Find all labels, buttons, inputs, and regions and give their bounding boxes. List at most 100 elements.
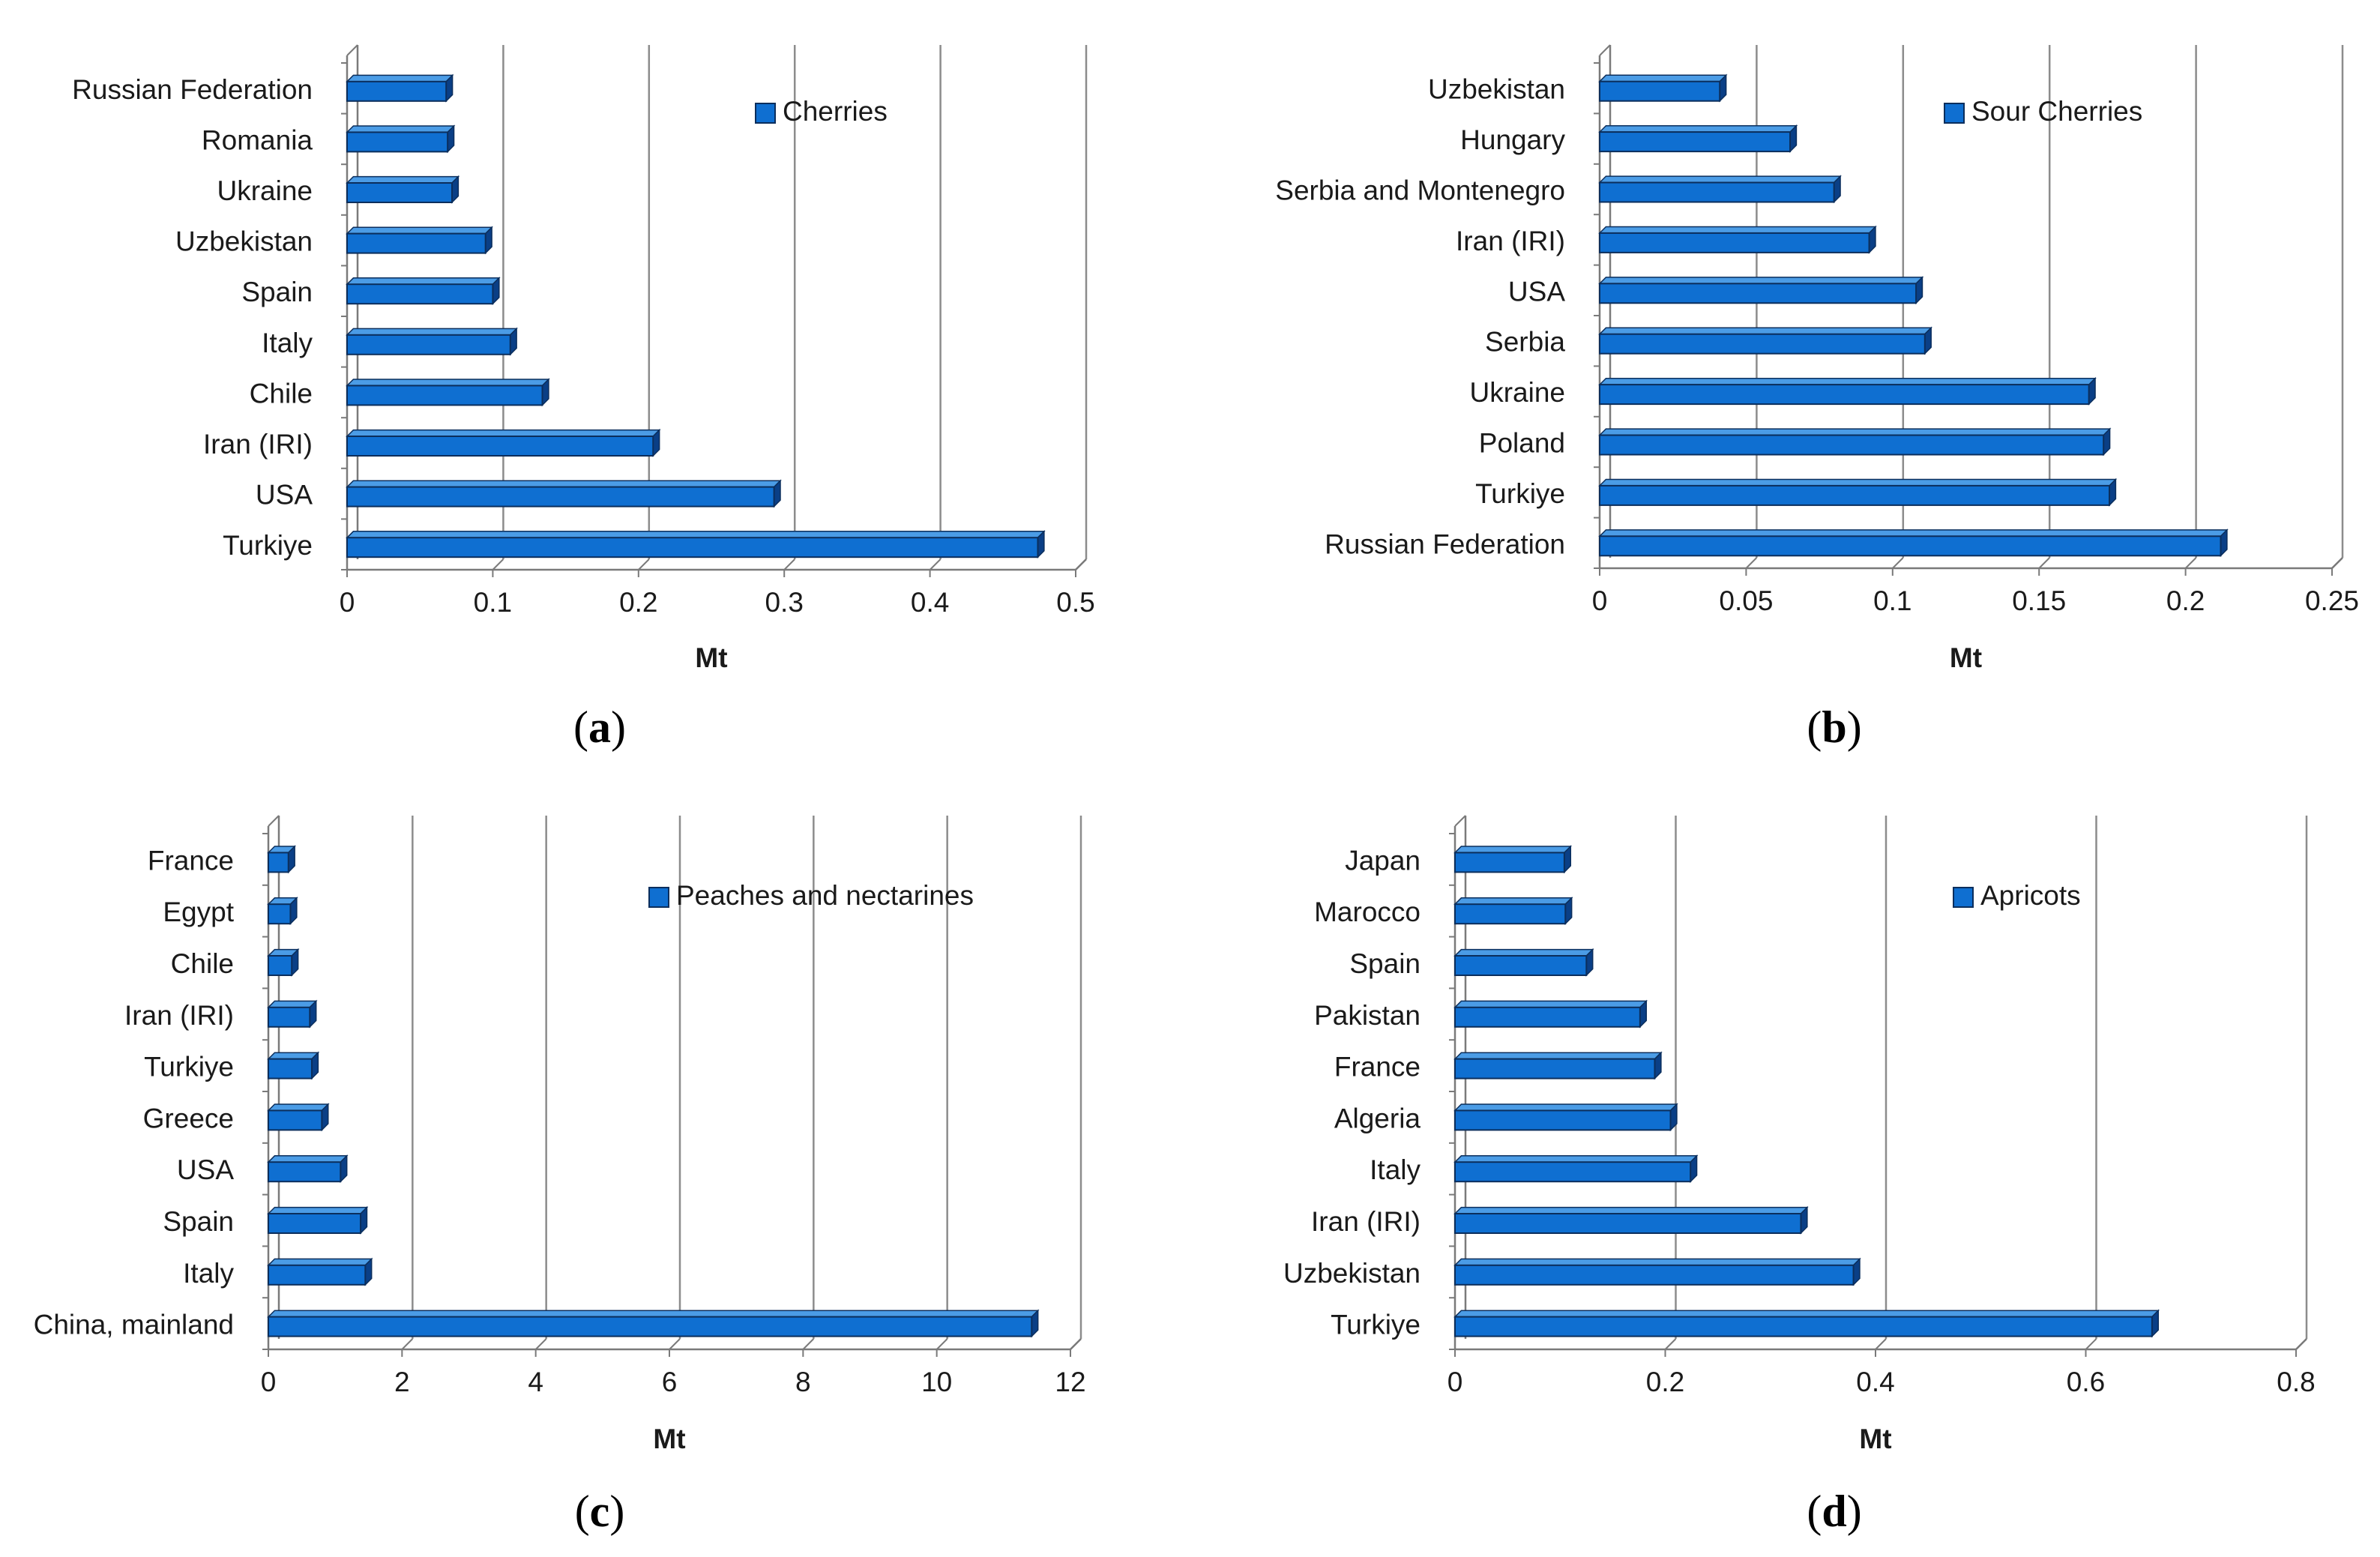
legend-label: Peaches and nectarines: [676, 880, 974, 911]
caption-letter: d: [1822, 1487, 1846, 1536]
x-tick-label: 0.8: [2277, 1367, 2315, 1397]
floor-gridline: [492, 558, 504, 570]
bar: [267, 1257, 373, 1286]
bar-top-face: [1598, 74, 1728, 82]
bar-front-face: [268, 1213, 362, 1234]
bar-top-face: [1453, 897, 1573, 905]
category-label: Hungary: [1460, 124, 1565, 155]
x-tick-label: 12: [1055, 1367, 1085, 1397]
caption-paren-close: ): [1847, 702, 1862, 752]
x-tick-label: 0.05: [1719, 585, 1773, 616]
bar-front-face: [268, 852, 289, 873]
bar: [267, 1051, 320, 1080]
bar: [346, 276, 501, 306]
floor-gridline: [936, 1338, 948, 1350]
bar-top-face: [1598, 226, 1877, 234]
bar-front-face: [346, 131, 449, 153]
x-tick-label: 0: [261, 1367, 277, 1397]
x-tick-label: 0.15: [2012, 585, 2066, 616]
bar-front-face: [1454, 903, 1567, 925]
bar-front-face: [346, 80, 448, 102]
category-label: Italy: [262, 328, 313, 358]
bar: [1598, 225, 1877, 254]
category-label: USA: [1508, 276, 1565, 307]
bar-top-face: [1598, 478, 2118, 487]
bar: [267, 999, 318, 1029]
bar-front-face: [346, 385, 543, 406]
x-tick-label: 2: [394, 1367, 410, 1397]
bar: [1453, 1154, 1699, 1184]
bar-top-face: [267, 1052, 320, 1060]
bar-top-face: [1598, 327, 1932, 335]
bar-top-face: [346, 277, 501, 285]
panel-a: 0 0.1 0.2 0.3 0.4 0.5 Russian Federation Romani…: [72, 44, 1095, 752]
x-axis-end-line: [1075, 558, 1087, 570]
bar-top-face: [1453, 846, 1573, 854]
bar-top-face: [1453, 1103, 1678, 1112]
bar-top-face: [267, 1310, 1040, 1318]
category-label: Uzbekistan: [175, 226, 313, 257]
category-label: Ukraine: [1470, 377, 1566, 408]
bar-top-face: [346, 328, 518, 336]
panel-c: 0 2 4 6 8 10 12 France Egypt Chile Iran (IRI) Turki…: [34, 815, 1086, 1536]
bar: [1598, 175, 1842, 204]
bar: [267, 896, 298, 926]
bar-front-face: [1454, 1161, 1692, 1183]
bar-top-face: [1453, 1206, 1809, 1214]
caption-letter: a: [588, 702, 611, 752]
bar: [1453, 999, 1648, 1029]
category-label: Greece: [143, 1103, 234, 1133]
bar-front-face: [1454, 1213, 1802, 1234]
bar-front-face: [268, 1109, 323, 1131]
bar-top-face: [1453, 948, 1594, 957]
bar: [1598, 528, 2229, 558]
category-label: Ukraine: [217, 175, 313, 206]
caption-paren-open: (: [575, 1487, 590, 1536]
bar: [1598, 73, 1728, 103]
caption-paren-close: ): [609, 1487, 624, 1536]
category-label: Uzbekistan: [1283, 1258, 1421, 1289]
x-tick-label: 0: [340, 587, 355, 618]
bar: [1453, 1205, 1809, 1235]
category-label: Pakistan: [1314, 1000, 1421, 1031]
floor-gridline: [534, 1338, 547, 1350]
category-label: Romania: [202, 124, 313, 155]
bar-front-face: [1454, 852, 1565, 873]
bar-top-face: [267, 1258, 373, 1266]
bar-front-face: [1599, 434, 2105, 456]
legend: Sour Cherries: [1944, 96, 2142, 127]
floor-gridline: [2085, 1338, 2097, 1350]
bar: [1453, 896, 1573, 926]
bar: [267, 948, 300, 977]
bar-front-face: [346, 334, 511, 355]
category-label: Iran (IRI): [124, 1000, 234, 1031]
category-label: Russian Federation: [72, 74, 313, 105]
bar-front-face: [1599, 232, 1870, 253]
bar-front-face: [1599, 80, 1721, 102]
legend-swatch: [1944, 103, 1965, 124]
legend-swatch: [1953, 887, 1974, 908]
category-label: Japan: [1345, 845, 1421, 876]
category-label: Turkiye: [223, 530, 313, 561]
bar-top-face: [1598, 277, 1924, 285]
x-tick-label: 0.4: [1856, 1367, 1894, 1397]
bar-front-face: [346, 486, 775, 508]
floor-gridline: [401, 1338, 414, 1350]
bar: [1453, 948, 1594, 977]
legend-swatch: [755, 103, 776, 124]
bar-top-face: [1598, 529, 2229, 537]
bar-front-face: [1599, 333, 1926, 355]
category-label: Poland: [1479, 428, 1565, 459]
bar: [346, 428, 661, 457]
bar-front-face: [1454, 1058, 1656, 1079]
bar: [267, 1103, 330, 1132]
bar-front-face: [346, 436, 654, 457]
panel-b: 0 0.05 0.1 0.15 0.2 0.25 Uzbekistan Hungary Serb…: [1275, 44, 2359, 752]
category-label: USA: [256, 480, 313, 511]
bar-top-face: [1453, 1258, 1861, 1266]
x-axis-title: Mt: [653, 1424, 685, 1454]
floor-gridline: [783, 558, 795, 570]
panel-caption: (d): [1807, 1487, 1861, 1536]
floor-gridline: [802, 1338, 815, 1350]
